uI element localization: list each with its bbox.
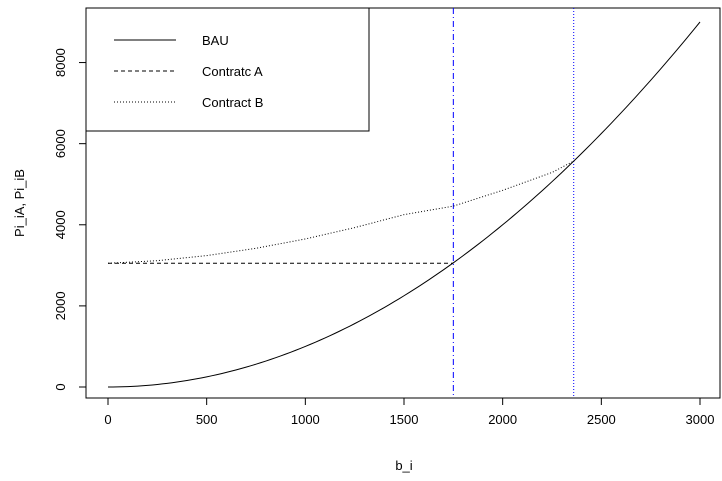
legend-box (85, 7, 370, 132)
y-axis-title: Pi_iA, Pi_iB (12, 169, 27, 237)
x-tick-label: 3000 (686, 412, 715, 427)
y-tick-label: 4000 (53, 210, 68, 239)
y-tick-label: 2000 (53, 291, 68, 320)
series-line-2 (107, 160, 574, 264)
x-axis: 0 500 1000 1500 2000 2500 3000 (104, 397, 715, 427)
y-tick-label: 6000 (53, 129, 68, 158)
x-tick-label: 2000 (488, 412, 517, 427)
y-tick-label: 8000 (53, 48, 68, 77)
x-tick-label: 0 (104, 412, 111, 427)
legend-label-bau: BAU (202, 33, 229, 48)
x-axis-title: b_i (395, 458, 412, 473)
legend-label-contract-b: Contract B (202, 95, 263, 110)
y-axis: 0 2000 4000 6000 8000 (53, 48, 87, 391)
y-tick-label: 0 (53, 383, 68, 390)
series-line-0 (107, 21, 701, 388)
x-tick-label: 500 (196, 412, 218, 427)
series-group (107, 21, 701, 388)
x-tick-label: 1000 (291, 412, 320, 427)
legend: BAU Contratc A Contract B (85, 7, 370, 132)
x-tick-label: 1500 (390, 412, 419, 427)
legend-label-contract-a: Contratc A (202, 64, 263, 79)
reference-lines (452, 8, 575, 398)
x-tick-label: 2500 (587, 412, 616, 427)
